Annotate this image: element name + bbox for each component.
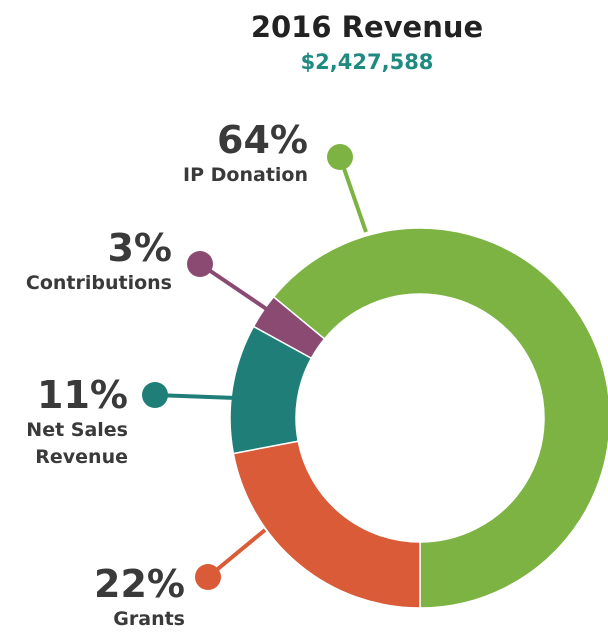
percent-label: 3% — [107, 226, 172, 270]
callout-line — [198, 262, 270, 312]
callout-dot — [327, 144, 353, 170]
callout-label: 22% Grants — [0, 562, 185, 633]
chart-subtitle: $2,427,588 — [300, 50, 434, 74]
callout-line — [154, 393, 237, 400]
percent-label: 11% — [37, 373, 128, 417]
percent-label: 64% — [217, 118, 308, 162]
callout-label: 11% Net Sales Revenue — [3, 373, 128, 471]
callout-line — [338, 156, 368, 233]
donut-segment — [272, 227, 608, 609]
callout-label: 64% IP Donation — [108, 118, 308, 189]
percent-label: 22% — [94, 562, 185, 606]
callout-label: 3% Contributions — [0, 226, 172, 297]
category-label: Grants — [113, 608, 185, 630]
category-label: IP Donation — [183, 164, 308, 186]
category-label: Contributions — [25, 272, 172, 294]
callout-dot — [142, 382, 168, 408]
chart-title: 2016 Revenue — [250, 10, 484, 44]
callout-dot — [195, 564, 221, 590]
donut-segment — [232, 440, 421, 609]
callout-dot — [187, 251, 213, 277]
category-label: Net Sales Revenue — [26, 419, 128, 468]
